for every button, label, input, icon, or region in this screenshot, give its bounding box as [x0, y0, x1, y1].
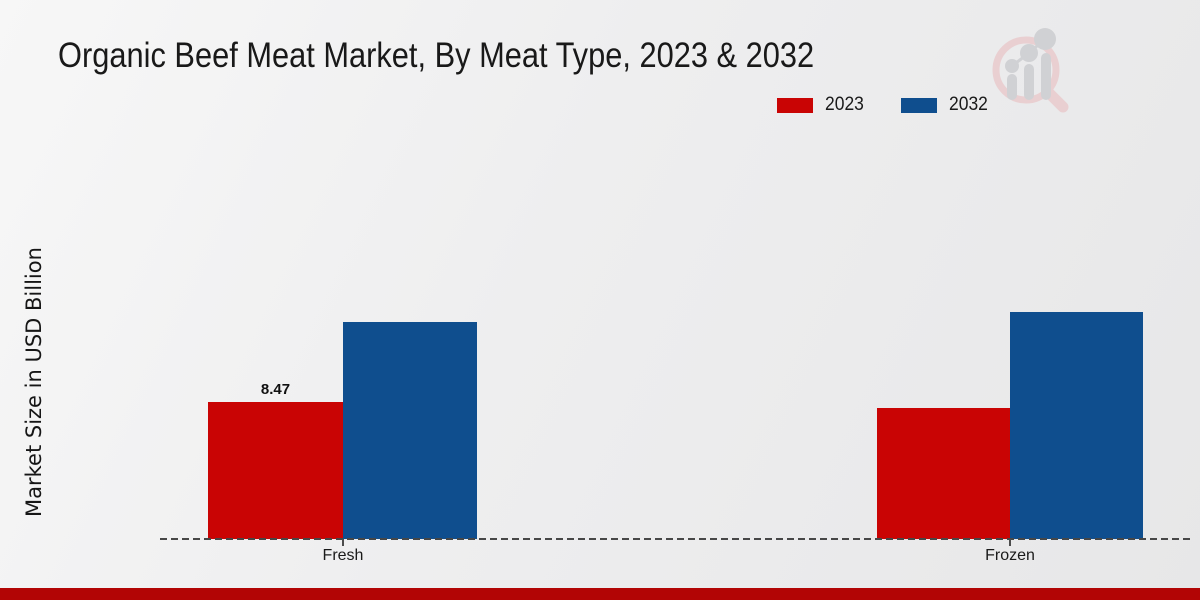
legend-item-2032: 2032: [901, 94, 991, 116]
legend-item-2023: 2023: [777, 94, 867, 116]
legend: 2023 2032: [777, 94, 992, 116]
legend-label-2023: 2023: [825, 94, 864, 115]
bar-fresh-2032: [343, 322, 477, 539]
axis-tick-fresh: [342, 539, 344, 546]
category-label-fresh: Fresh: [322, 547, 364, 564]
category-label-frozen: Frozen: [985, 547, 1035, 564]
axis-tick-frozen: [1009, 539, 1011, 546]
bar-value-label-fresh-2023: 8.47: [260, 381, 291, 398]
legend-swatch-2023: [777, 97, 813, 113]
chart-title: Organic Beef Meat Market, By Meat Type, …: [58, 36, 815, 75]
bar-frozen-2032: [1010, 312, 1143, 539]
legend-swatch-2032: [901, 97, 938, 113]
magnifier-bar-chart-logo-icon: [992, 28, 1069, 113]
legend-label-2032: 2032: [949, 94, 989, 115]
bar-fresh-2023: 8.47: [208, 381, 343, 539]
x-axis-line: [160, 538, 1190, 540]
bar-frozen-2023: [877, 408, 1010, 539]
footer-stripe: [0, 588, 1200, 600]
